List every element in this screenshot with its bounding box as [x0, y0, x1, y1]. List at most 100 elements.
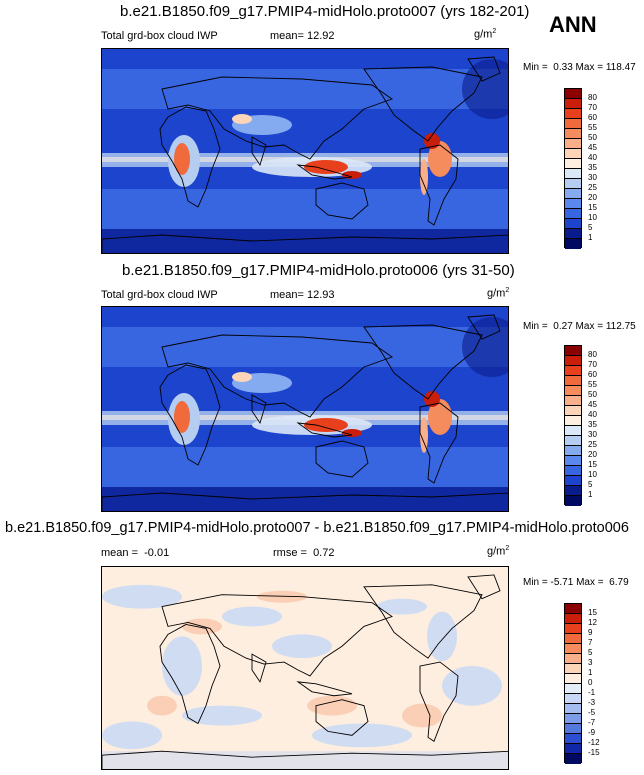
- panel-1-variable-label: Total grd-box cloud IWP: [101, 30, 218, 42]
- colorbar-swatch: [565, 416, 581, 426]
- colorbar-tick-label: 35: [588, 163, 597, 172]
- panel-2-title: b.e21.B1850.f09_g17.PMIP4-midHolo.proto0…: [122, 262, 515, 279]
- colorbar-tick-label: 30: [588, 430, 597, 439]
- colorbar-swatch: [565, 466, 581, 476]
- colorbar-swatch: [565, 446, 581, 456]
- colorbar-swatch: [565, 684, 581, 694]
- panel-1-map: [101, 48, 509, 254]
- colorbar-swatch: [565, 189, 581, 199]
- colorbar-tick-label: 1: [588, 233, 593, 242]
- colorbar-tick-label: 15: [588, 203, 597, 212]
- colorbar-tick-label: 25: [588, 183, 597, 192]
- colorbar-swatch: [565, 219, 581, 229]
- colorbar-tick-label: -12: [588, 738, 600, 747]
- colorbar-swatch: [565, 109, 581, 119]
- panel-3-rmse: rmse = 0.72: [273, 547, 334, 559]
- colorbar-tick-label: 1: [588, 490, 593, 499]
- colorbar-tick-label: 0: [588, 678, 593, 687]
- colorbar-swatch: [565, 456, 581, 466]
- colorbar-swatch: [565, 209, 581, 219]
- panel-3-minmax: Min = -5.71 Max = 6.79: [523, 577, 629, 588]
- colorbar-swatch: [565, 654, 581, 664]
- colorbar-swatch: [565, 436, 581, 446]
- colorbar-tick-label: 80: [588, 350, 597, 359]
- colorbar-swatch: [565, 604, 581, 614]
- colorbar-tick-label: 10: [588, 213, 597, 222]
- panel-3-rmse-value: 0.72: [313, 547, 335, 559]
- colorbar-swatch: [565, 376, 581, 386]
- colorbar-tick-label: 20: [588, 450, 597, 459]
- colorbar-tick-label: 45: [588, 400, 597, 409]
- colorbar-swatch: [565, 624, 581, 634]
- panel-3-title: b.e21.B1850.f09_g17.PMIP4-midHolo.proto0…: [5, 520, 629, 536]
- colorbar-swatch: [565, 346, 581, 356]
- colorbar-tick-label: 15: [588, 460, 597, 469]
- panel-2-max-value: 112.75: [605, 321, 636, 332]
- colorbar-swatch: [565, 129, 581, 139]
- panel-2-min-value: 0.27: [553, 321, 573, 332]
- colorbar-tick-label: 60: [588, 370, 597, 379]
- colorbar-tick-label: 55: [588, 380, 597, 389]
- season-label: ANN: [549, 12, 597, 37]
- colorbar-swatch: [565, 406, 581, 416]
- colorbar-tick-label: 9: [588, 628, 593, 637]
- colorbar-swatch: [565, 169, 581, 179]
- panel-1-minmax: Min = 0.33 Max = 118.47: [523, 62, 636, 73]
- panel-3-map: [101, 566, 509, 770]
- colorbar-swatch: [565, 229, 581, 239]
- colorbar-tick-label: 25: [588, 440, 597, 449]
- colorbar-swatch: [565, 644, 581, 654]
- colorbar-swatch: [565, 139, 581, 149]
- colorbar-swatch: [565, 239, 581, 249]
- panel-1-title: b.e21.B1850.f09_g17.PMIP4-midHolo.proto0…: [120, 3, 530, 20]
- panel-2-mean-label: mean=: [270, 289, 304, 301]
- panel-3-min-value: -5.71: [550, 577, 574, 588]
- panel-1-colorbar: [564, 88, 582, 249]
- panel-3-rmse-label: rmse =: [273, 547, 307, 559]
- colorbar-swatch: [565, 714, 581, 724]
- colorbar-tick-label: -1: [588, 688, 596, 697]
- colorbar-swatch: [565, 99, 581, 109]
- panel-2-colorbar: [564, 345, 582, 506]
- colorbar-tick-label: 5: [588, 480, 593, 489]
- colorbar-tick-label: 80: [588, 93, 597, 102]
- colorbar-tick-label: 5: [588, 648, 593, 657]
- colorbar-swatch: [565, 89, 581, 99]
- colorbar-swatch: [565, 159, 581, 169]
- panel-1-mean-value: 12.92: [307, 30, 335, 42]
- colorbar-tick-label: 50: [588, 390, 597, 399]
- panel-3-mean-label: mean =: [101, 547, 138, 559]
- colorbar-tick-label: -15: [588, 748, 600, 757]
- colorbar-swatch: [565, 664, 581, 674]
- colorbar-swatch: [565, 396, 581, 406]
- colorbar-tick-label: -5: [588, 708, 596, 717]
- panel-3-max-value: 6.79: [609, 577, 629, 588]
- colorbar-swatch: [565, 179, 581, 189]
- panel-2-units: g/m2: [487, 287, 510, 300]
- colorbar-swatch: [565, 486, 581, 496]
- colorbar-swatch: [565, 744, 581, 754]
- colorbar-swatch: [565, 734, 581, 744]
- colorbar-tick-label: 60: [588, 113, 597, 122]
- colorbar-tick-label: 15: [588, 608, 597, 617]
- colorbar-tick-label: -9: [588, 728, 596, 737]
- colorbar-swatch: [565, 754, 581, 764]
- colorbar-swatch: [565, 426, 581, 436]
- panel-2-minmax: Min = 0.27 Max = 112.75: [523, 321, 636, 332]
- colorbar-swatch: [565, 199, 581, 209]
- colorbar-tick-label: 70: [588, 360, 597, 369]
- panel-1-max-value: 118.47: [605, 62, 636, 73]
- colorbar-swatch: [565, 496, 581, 506]
- colorbar-tick-label: -3: [588, 698, 596, 707]
- colorbar-tick-label: 20: [588, 193, 597, 202]
- colorbar-tick-label: 10: [588, 470, 597, 479]
- colorbar-tick-label: 7: [588, 638, 593, 647]
- colorbar-tick-label: 30: [588, 173, 597, 182]
- colorbar-swatch: [565, 386, 581, 396]
- colorbar-swatch: [565, 366, 581, 376]
- colorbar-swatch: [565, 634, 581, 644]
- colorbar-swatch: [565, 356, 581, 366]
- colorbar-swatch: [565, 724, 581, 734]
- panel-2-mean-value: 12.93: [307, 289, 335, 301]
- panel-2-map: [101, 306, 509, 512]
